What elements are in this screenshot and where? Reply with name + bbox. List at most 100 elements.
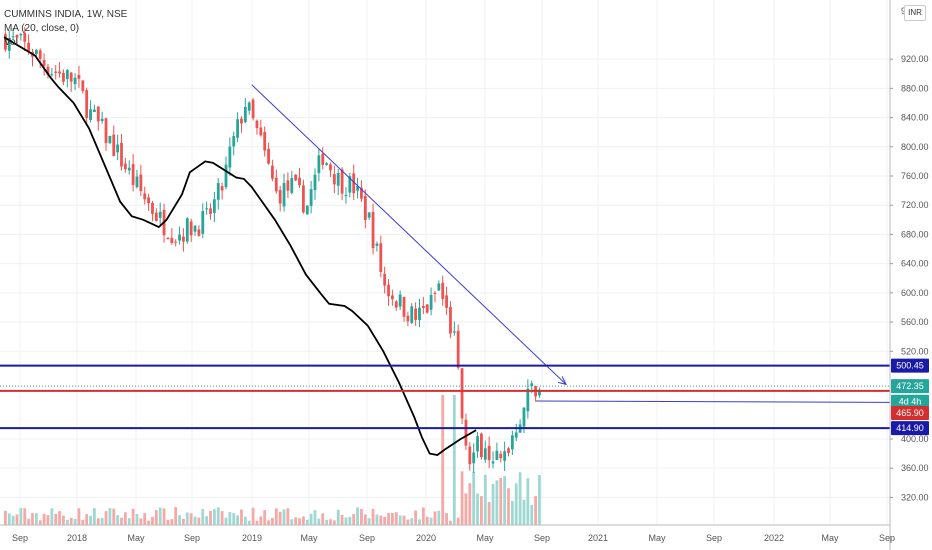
volume-bar — [538, 474, 541, 525]
candle-body — [483, 448, 487, 460]
x-tick-label: 2019 — [242, 533, 262, 543]
volume-bar — [414, 510, 418, 525]
y-axis: 920.00 880.00 840.00 800.00 760.00 720.00 680.… — [889, 0, 929, 550]
candle-body — [271, 165, 274, 179]
x-tick-label: Sep — [706, 533, 722, 543]
volume-bar — [363, 514, 367, 525]
volume-bar — [185, 512, 189, 525]
candle-body — [352, 173, 356, 194]
volume-bar — [228, 512, 232, 525]
volume-bar — [19, 508, 23, 525]
candle-body — [243, 106, 247, 123]
legend-ma: MA (20, close, 0) — [4, 23, 80, 34]
volume-bar — [507, 488, 510, 525]
candle-body — [73, 77, 77, 85]
candle-body — [298, 177, 301, 186]
candle-body — [11, 36, 15, 38]
candle-body — [267, 148, 270, 164]
candle-body — [332, 174, 336, 185]
volume-bar — [85, 514, 89, 525]
volume-bar — [263, 510, 267, 525]
volume-bar — [418, 519, 421, 525]
volume-bar — [220, 511, 224, 525]
candle-body — [441, 282, 445, 299]
volume-bar — [131, 508, 135, 525]
volume-bar — [321, 513, 325, 525]
candle-body — [491, 461, 495, 464]
candlesticks — [4, 27, 541, 473]
volume-bar — [495, 480, 499, 525]
candle-body — [301, 185, 305, 213]
volume-bar — [290, 519, 294, 525]
price-tag: 414.90 — [891, 421, 929, 436]
volume-bar — [93, 508, 96, 525]
volume-bar — [325, 519, 329, 525]
volume-bar — [336, 509, 340, 525]
candle-body — [139, 174, 143, 192]
candle-body — [499, 453, 503, 459]
x-tick-label: 2021 — [588, 533, 608, 543]
candle-body — [263, 132, 267, 151]
volume-bar — [433, 511, 437, 525]
volume-bar — [329, 519, 332, 525]
candle-body — [93, 109, 96, 113]
currency-button[interactable]: INR — [904, 5, 926, 21]
candle-body — [274, 177, 278, 192]
horizontal-ray — [536, 400, 891, 403]
x-tick-label: 2020 — [416, 533, 436, 543]
volume-bar — [367, 518, 371, 525]
volume-bar — [34, 513, 38, 525]
candle-body — [15, 34, 19, 38]
candle-body — [375, 243, 379, 246]
x-tick-label: Sep — [879, 533, 895, 543]
volume-bar — [143, 513, 147, 525]
x-tick-label: Sep — [12, 533, 28, 543]
candle-body — [193, 225, 197, 232]
candle-body — [398, 294, 402, 307]
volume-bar — [282, 509, 286, 525]
volume-bar — [379, 515, 383, 525]
volume-bar — [352, 514, 356, 525]
volume-bar — [147, 520, 150, 525]
candle-body — [50, 74, 54, 76]
y-tick-label: 320.00 — [901, 492, 929, 502]
volume-bar — [120, 517, 123, 525]
candle-body — [209, 208, 212, 214]
volume-bar — [348, 516, 352, 525]
candle-body — [437, 283, 441, 291]
candle-body — [216, 183, 220, 200]
candle-body — [259, 127, 263, 136]
volume-bar — [112, 508, 116, 525]
candle-body — [58, 71, 61, 74]
volume-bar — [89, 515, 92, 525]
volume-bar — [46, 515, 50, 525]
candle-body — [460, 368, 464, 419]
candle-body — [127, 167, 131, 171]
price-tag: 465.90 — [891, 406, 929, 421]
candle-body — [4, 34, 7, 50]
candle-body — [329, 164, 332, 171]
legend-title: CUMMINS INDIA, 1W, NSE — [4, 9, 128, 20]
candle-body — [507, 448, 510, 453]
volume-bar — [162, 508, 166, 525]
y-tick-label: 840.00 — [901, 113, 929, 123]
candle-body — [294, 174, 298, 181]
x-tick-label: May — [648, 533, 666, 543]
candle-body — [336, 172, 340, 186]
overlay-lines — [0, 36, 891, 456]
candle-body — [201, 211, 205, 234]
volume-bar — [100, 517, 104, 525]
y-tick-label: 360.00 — [901, 463, 929, 473]
candle-body — [224, 164, 228, 188]
volume-bar — [236, 515, 239, 525]
trendline-arrow — [557, 376, 567, 386]
candle-body — [166, 237, 170, 239]
candle-body — [538, 389, 541, 396]
candle-body — [383, 273, 387, 286]
volume-bar — [224, 517, 228, 525]
y-tick-label: 640.00 — [901, 259, 929, 269]
candle-body — [464, 419, 468, 446]
volume-bar — [371, 509, 375, 525]
